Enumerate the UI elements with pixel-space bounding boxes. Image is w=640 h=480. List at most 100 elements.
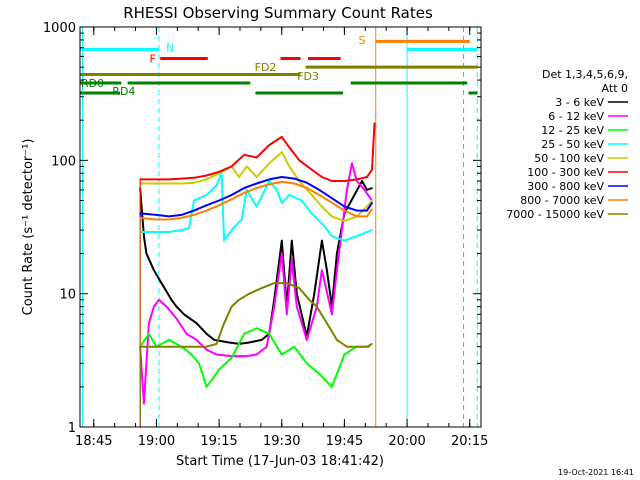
data-point [260,287,263,289]
data-point [240,218,243,221]
data-point [288,146,291,149]
plot-frame [79,26,482,428]
data-point [280,202,283,204]
data-point [321,205,323,208]
data-point [336,252,338,255]
data-point [180,345,183,348]
data-point [205,178,208,181]
data-point [139,212,141,215]
data-point [185,333,188,335]
data-point [195,339,198,341]
data-point [285,313,288,316]
data-point [343,209,346,212]
legend-header: Att 0 [602,82,628,95]
data-point [280,181,283,183]
data-point [198,362,200,365]
date-stamp: 19-Oct-2021 16:41 [558,468,634,477]
data-point [331,180,333,182]
data-point [155,178,158,181]
data-point [371,229,373,231]
data-point [268,333,271,335]
data-point [160,282,163,284]
data-point [148,322,150,325]
y-tick-label: 100 [51,154,76,169]
data-point [230,357,233,359]
data-point [230,305,233,308]
data-point [371,202,373,204]
data-point [215,343,218,345]
data-point [205,345,208,348]
data-point [331,202,333,204]
data-point [275,189,278,191]
data-point [168,231,170,233]
data-point [245,165,248,168]
data-point [343,205,346,208]
y-axis: 1 10 100 1000 [43,21,481,436]
data-point [155,218,158,221]
data-point [205,209,208,212]
data-point [353,194,356,196]
data-point [273,305,276,308]
data-point [230,194,233,196]
data-point [313,292,316,295]
data-point [311,194,313,196]
data-point [280,136,283,138]
data-point [326,322,328,325]
data-point [343,239,346,242]
data-point [180,177,183,180]
data-point [193,214,195,216]
data-point [139,217,141,219]
data-point [288,165,291,168]
data-point [268,183,271,186]
data-point [280,353,283,356]
data-point [230,165,233,168]
data-point [343,353,346,356]
chart-title: RHESSI Observing Summary Count Rates [123,4,433,22]
legend-entry-label: 6 - 12 keV [548,110,604,123]
data-point [148,333,150,335]
data-point [331,313,333,316]
data-point [255,156,258,159]
data-point [218,204,220,207]
data-point [290,239,293,242]
data-point [158,298,160,301]
data-point [321,176,323,178]
legend-entry-label: 300 - 800 keV [527,180,604,193]
data-point [153,269,155,271]
data-point [366,231,368,233]
series-line [140,151,373,223]
flag-label: FD3 [297,70,319,83]
data-point [243,154,245,156]
data-point [268,178,271,181]
data-point [356,180,358,182]
data-point [323,225,326,228]
data-point [326,269,328,271]
data-point [268,162,271,165]
x-axis-label: Start Time (17-Jun-03 18:41:42) [176,454,384,469]
data-point [255,176,258,178]
data-point [311,212,313,215]
data-point [223,239,225,242]
data-point [371,199,373,202]
data-point [180,229,183,231]
data-point [218,199,220,202]
legend-header: Det 1,3,4,5,6,9, [542,68,628,81]
data-point [155,231,158,233]
data-point [331,386,333,388]
data-point [168,345,170,348]
series-line [140,176,373,218]
data-point [255,327,258,330]
data-point [193,181,195,184]
data-point [205,386,208,388]
data-point [351,162,353,165]
data-point [293,182,296,185]
data-point [139,178,141,181]
data-point [205,333,208,335]
data-point [255,182,258,185]
data-point [316,305,318,308]
data-point [155,214,158,216]
data-point [366,205,368,208]
data-point [371,343,373,345]
data-point [188,227,190,229]
